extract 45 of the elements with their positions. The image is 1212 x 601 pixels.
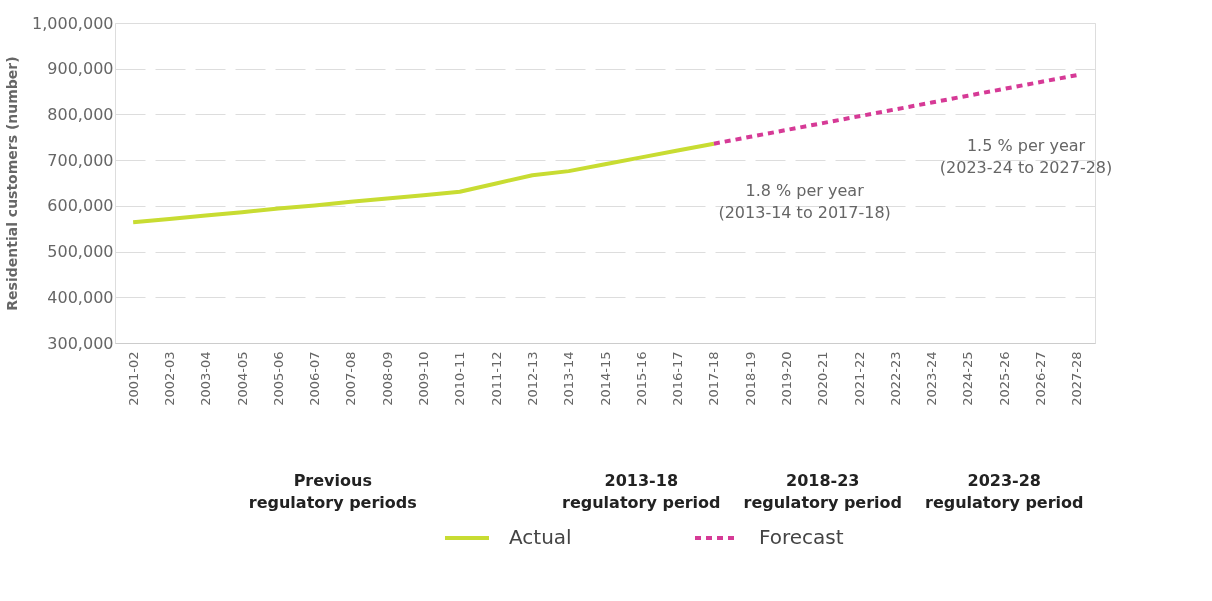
y-tick-label: 500,000 (47, 242, 114, 262)
x-tick-label: 2016-17 (670, 351, 686, 406)
x-tick-label: 2004-05 (234, 351, 250, 406)
y-tick-label: 800,000 (47, 104, 114, 124)
line-series (131, 141, 716, 225)
x-tick-label: 2002-03 (161, 351, 177, 406)
x-tick-label: 2022-23 (887, 351, 903, 406)
x-tick-label: 2024-25 (960, 351, 976, 406)
x-tick-label: 2014-15 (597, 351, 613, 406)
annotation: 1.8 % per year (2013-14 to 2017-18) (718, 181, 891, 222)
text: 2013-18 regulatory period (562, 471, 721, 512)
y-tick-label: 1,000,000 (32, 13, 114, 33)
x-tick-label: 2003-04 (198, 351, 214, 406)
x-tick-label: 2001-02 (125, 351, 141, 406)
y-tick-label: 900,000 (47, 59, 114, 79)
x-tick-label: 2009-10 (416, 351, 432, 406)
x-tick-label: 2006-07 (307, 351, 323, 406)
y-tick-label: 400,000 (47, 287, 114, 307)
legend-label: Actual (509, 525, 572, 549)
x-tick-label: 2019-20 (778, 351, 794, 406)
annotation: 1.5 % per year (2023-24 to 2027-28) (939, 136, 1113, 177)
x-tick-label: 2007-08 (343, 351, 359, 406)
x-tick-label: 2026-27 (1033, 351, 1049, 406)
x-tick-label: 2017-18 (706, 351, 722, 406)
y-tick-label: 300,000 (47, 333, 114, 353)
y-tick-label: 600,000 (47, 196, 114, 216)
text: Previous regulatory periods (248, 471, 417, 512)
x-tick-label: 2005-06 (270, 351, 286, 406)
x-tick-label: 2020-21 (815, 351, 831, 406)
x-tick-label: 2021-22 (851, 351, 867, 406)
x-tick-label: 2012-13 (524, 351, 540, 406)
x-tick-label: 2013-14 (561, 351, 577, 406)
x-tick-label: 2025-26 (996, 351, 1012, 406)
x-tick-label: 2008-09 (379, 351, 395, 406)
y-tick-label: 700,000 (47, 150, 114, 170)
text: 2018-23 regulatory period (743, 471, 903, 512)
legend-label: Forecast (759, 525, 844, 549)
x-tick-label: 2027-28 (1069, 351, 1085, 406)
x-tick-label: 2010-11 (452, 351, 468, 406)
x-tick-label: 2015-16 (633, 351, 649, 406)
x-tick-label: 2011-12 (488, 351, 504, 406)
text: 2023-28 regulatory period (924, 471, 1084, 512)
x-tick-label: 2018-19 (742, 351, 758, 406)
y-axis-title: Residential customers (number) (4, 56, 21, 311)
x-tick-label: 2023-24 (924, 351, 940, 406)
